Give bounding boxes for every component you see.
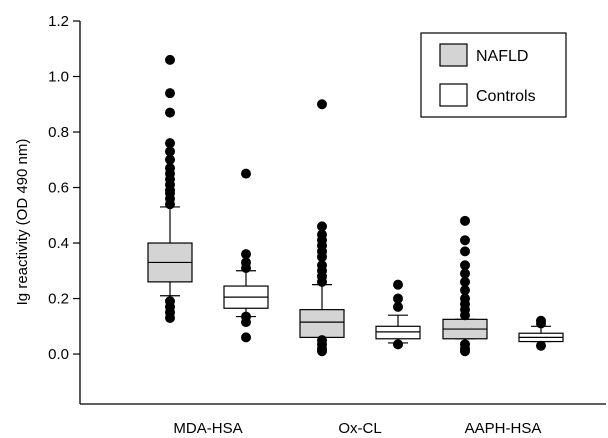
box-controls-aaph-hsa [518,315,564,351]
legend: NAFLD Controls [420,32,567,118]
outlier-point [165,154,175,165]
y-tick-label: 0.2 [48,291,69,308]
x-tick-label: Ox-CL [338,420,381,437]
box-nafld-mda-hsa [147,54,193,323]
outlier-point [460,268,470,279]
legend-swatch-nafld [439,43,468,67]
y-tick-label: 0.4 [48,235,69,252]
y-axis: 0.0 0.2 0.4 0.6 0.8 1.0 1.2 [48,13,81,404]
y-axis-title: Ig reactivity (OD 490 nm) [14,139,31,306]
outlier-point [241,332,251,343]
outlier-point [317,335,327,346]
outlier-point [165,146,175,157]
outlier-point [165,107,175,118]
legend-swatch-controls [439,83,468,107]
box-iqr [375,325,421,340]
outlier-point [165,54,175,65]
outlier-point [317,221,327,232]
box-nafld-aaph-hsa [442,215,488,357]
outlier-point [460,293,470,304]
outlier-point [241,168,251,179]
x-axis: MDA-HSA Ox-CL AAPH-HSA [80,403,606,437]
outlier-point [460,235,470,246]
outlier-point [536,315,546,326]
y-tick-label: 0.8 [48,124,69,141]
outlier-point [165,88,175,99]
legend-label-controls: Controls [476,88,536,105]
x-tick-label: MDA-HSA [173,420,242,437]
outlier-point [460,246,470,257]
outlier-point [317,229,327,240]
outlier-point [165,296,175,307]
outlier-point [460,276,470,287]
box-controls-mda-hsa [223,168,269,343]
outlier-point [241,249,251,260]
outlier-point [317,99,327,110]
outlier-point [460,215,470,226]
outlier-point [460,339,470,350]
box-iqr [299,309,345,338]
outlier-point [165,163,175,174]
y-tick-label: 0.6 [48,180,69,197]
outlier-point [393,293,403,304]
legend-label-nafld: NAFLD [476,48,528,65]
outlier-point [393,301,403,312]
outlier-point [165,138,175,149]
outlier-point [241,311,251,322]
y-tick-label: 1.0 [48,69,69,86]
y-tick-label: 1.2 [48,13,69,30]
outlier-point [460,285,470,296]
box-nafld-ox-cl [299,99,345,357]
outlier-point [460,260,470,271]
outlier-point [393,279,403,290]
outlier-point [536,340,546,351]
outlier-point [317,260,327,271]
outlier-point [393,339,403,350]
outlier-point [241,257,251,268]
box-controls-ox-cl [375,279,421,350]
plot-area [147,54,564,357]
x-tick-label: AAPH-HSA [465,420,542,437]
y-tick-label: 0.0 [48,346,69,363]
